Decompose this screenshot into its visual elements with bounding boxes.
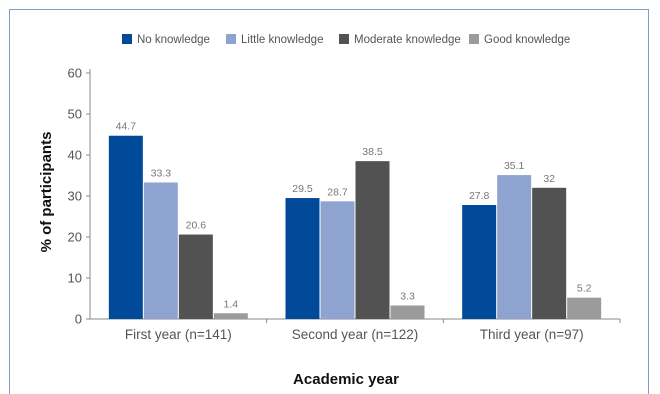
bar-little-knowledge: [143, 182, 178, 319]
data-label: 38.5: [362, 146, 383, 158]
bar-moderate-knowledge: [178, 234, 213, 319]
data-label: 5.2: [577, 283, 592, 295]
y-tick-label: 30: [68, 189, 82, 204]
bars: 44.7 33.3 20.6 1.4 29.5 28.7 38.5 3.3 27.8 35.1 32…: [108, 121, 602, 319]
y-tick-label: 20: [68, 230, 82, 245]
legend: No knowledge Little knowledge Moderate kno…: [122, 34, 570, 46]
y-axis-title: % of participants: [38, 132, 55, 253]
y-tick-label: 50: [68, 107, 82, 122]
legend-label-no-knowledge: No knowledge: [137, 34, 210, 46]
legend-swatch-moderate-knowledge: [339, 34, 349, 44]
legend-swatch-no-knowledge: [122, 34, 132, 44]
bar-no-knowledge: [462, 205, 497, 319]
data-label: 3.3: [400, 290, 415, 302]
data-label: 33.3: [151, 167, 172, 179]
bar-good-knowledge: [390, 305, 425, 319]
legend-swatch-good-knowledge: [469, 34, 479, 44]
bar-little-knowledge: [497, 175, 532, 319]
bar-good-knowledge: [213, 313, 248, 319]
bar-little-knowledge: [320, 201, 355, 319]
data-label: 27.8: [469, 190, 490, 202]
legend-label-good-knowledge: Good knowledge: [484, 34, 570, 46]
data-label: 20.6: [186, 220, 207, 232]
x-category-label: Second year (n=122): [292, 327, 418, 342]
bar-moderate-knowledge: [355, 161, 390, 319]
bar-good-knowledge: [567, 297, 602, 319]
y-tick-label: 60: [68, 66, 82, 81]
x-category-label: First year (n=141): [125, 327, 232, 342]
data-label: 1.4: [224, 298, 239, 310]
data-label: 28.7: [327, 186, 348, 198]
data-label: 29.5: [292, 183, 313, 195]
bar-no-knowledge: [285, 198, 320, 319]
y-tick-label: 40: [68, 148, 82, 163]
legend-swatch-little-knowledge: [226, 34, 236, 44]
data-label: 35.1: [504, 160, 525, 172]
y-tick-label: 10: [68, 271, 82, 286]
legend-label-little-knowledge: Little knowledge: [241, 34, 323, 46]
axes: 0 10 20 30 40 50 60 First year (n=141) Second ye…: [68, 66, 621, 342]
bar-moderate-knowledge: [532, 187, 567, 319]
data-label: 44.7: [116, 121, 137, 133]
x-axis-title: Academic year: [293, 371, 399, 388]
data-label: 32: [543, 173, 555, 185]
y-tick-label: 0: [75, 312, 82, 327]
bar-no-knowledge: [108, 135, 143, 319]
legend-label-moderate-knowledge: Moderate knowledge: [354, 34, 461, 46]
x-category-label: Third year (n=97): [480, 327, 584, 342]
